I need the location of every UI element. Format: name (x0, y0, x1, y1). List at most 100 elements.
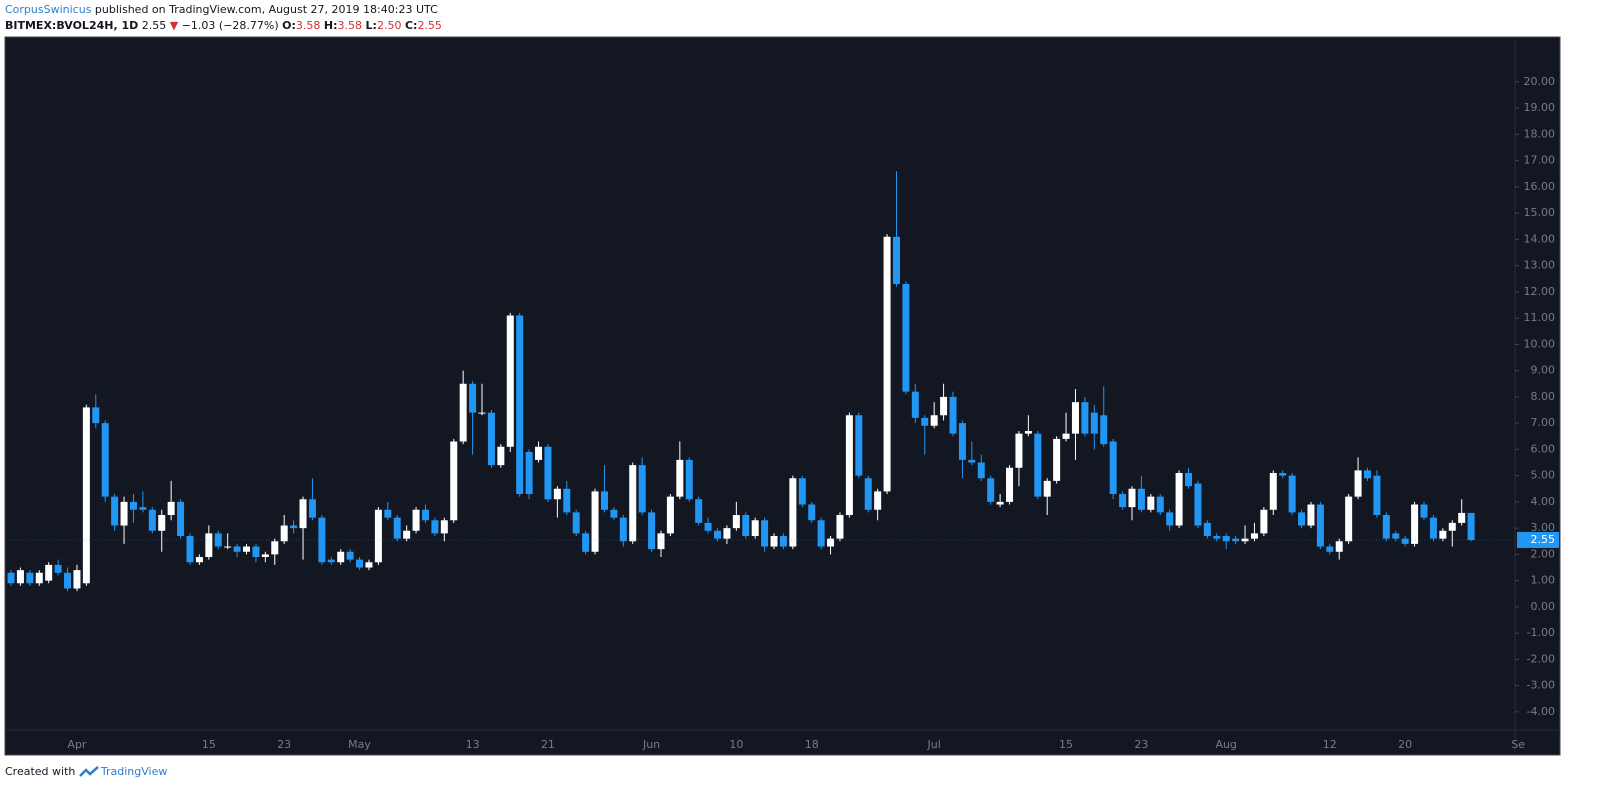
x-tick-label: Apr (67, 738, 87, 751)
candle-body (1363, 470, 1371, 479)
candle-body (1335, 541, 1343, 552)
last-price-box (1517, 531, 1559, 548)
candle-body (1448, 522, 1456, 531)
candle-body (629, 465, 637, 542)
symbol-line: BITMEX:BVOL24H, 1D 2.55 ▼ −1.03 (−28.77%… (5, 19, 442, 32)
y-tick-label: 9.00 (1531, 364, 1556, 377)
ohlc-key: L: (365, 19, 377, 32)
candle-body (129, 501, 137, 510)
footer-text: Created with (5, 765, 76, 778)
y-tick-label: 15.00 (1524, 206, 1556, 219)
chart-panel (4, 36, 1561, 756)
candle-body (1175, 473, 1183, 526)
candle-body (111, 496, 119, 526)
candle-body (421, 509, 429, 521)
candle-body (346, 551, 354, 560)
plot-area (7, 171, 1475, 592)
candle-body (73, 570, 81, 589)
candle-body (271, 541, 279, 555)
symbol: BITMEX:BVOL24H, 1D (5, 19, 139, 32)
candle-body (1156, 496, 1164, 513)
candle-body (35, 572, 43, 584)
x-tick-label: 15 (1059, 738, 1073, 751)
ohlc-value: 3.58 (337, 19, 363, 32)
candle-body (949, 396, 957, 434)
x-tick-label: 12 (1323, 738, 1337, 751)
candle-body (1232, 538, 1240, 542)
candle-body (977, 462, 985, 479)
candle-body (987, 478, 995, 502)
candle-body (469, 383, 477, 413)
candle-body (506, 315, 514, 447)
x-tick-label: May (348, 738, 371, 751)
candle-body (1090, 412, 1098, 434)
candle-body (365, 562, 373, 568)
y-tick-label: 1.00 (1531, 574, 1556, 587)
candle-body (337, 551, 345, 563)
candle-body (1345, 496, 1353, 542)
x-tick-label: 23 (1134, 738, 1148, 751)
candle-body (770, 536, 778, 547)
candle-body (280, 525, 288, 542)
x-tick-label: 21 (541, 738, 555, 751)
publisher[interactable]: CorpusSwinicus (5, 3, 92, 16)
y-tick-label: 14.00 (1524, 232, 1556, 245)
x-tick-label: Aug (1215, 738, 1236, 751)
candle-body (1034, 433, 1042, 497)
x-tick-label: 20 (1398, 738, 1412, 751)
candle-body (657, 533, 665, 550)
candle-body (1137, 488, 1145, 510)
candle-body (1316, 504, 1324, 547)
candle-body (666, 496, 674, 534)
candle-body (921, 417, 929, 426)
candle-body (685, 459, 693, 500)
y-tick-label: -2.00 (1527, 652, 1555, 665)
ohlc-value: 2.55 (417, 19, 442, 32)
candle-body (1081, 402, 1089, 434)
candle-body (1241, 538, 1249, 542)
candle-body (1119, 494, 1127, 508)
candle-body (1326, 546, 1334, 552)
candle-body (308, 499, 316, 518)
candle-body (1401, 538, 1409, 544)
footer-brand[interactable]: TradingView (100, 765, 168, 778)
candle-body (1147, 496, 1155, 510)
x-tick-label: Jun (642, 738, 660, 751)
candle-body (148, 509, 156, 531)
candle-body (779, 536, 787, 547)
y-tick-label: 5.00 (1531, 469, 1556, 482)
candle-body (233, 546, 241, 552)
ohlc-key: C: (404, 19, 418, 32)
ohlc-value: 3.58 (295, 19, 321, 32)
y-tick-label: 19.00 (1524, 101, 1556, 114)
ohlc: O:3.58 H:3.58 L:2.50 C:2.55 (282, 19, 442, 32)
candle-body (139, 507, 147, 510)
candle-body (883, 236, 891, 492)
candle-body (478, 412, 486, 414)
y-tick-label: 16.00 (1524, 180, 1556, 193)
candle-body (440, 520, 448, 534)
candle-body (54, 564, 62, 573)
candle-body (487, 412, 495, 466)
candle-body (619, 517, 627, 542)
candle-body (1128, 488, 1136, 508)
candle-body (808, 504, 816, 521)
candle-body (968, 459, 976, 463)
y-tick-label: 18.00 (1524, 127, 1556, 140)
change-arrow: ▼ (169, 19, 179, 32)
candle-body (186, 536, 194, 563)
candle-body (1429, 517, 1437, 539)
x-tick-label: 13 (466, 738, 480, 751)
candle-body (563, 488, 571, 513)
candle-body (958, 423, 966, 460)
candle-body (327, 559, 335, 563)
brand-logo (78, 766, 99, 777)
candle-body (996, 501, 1004, 505)
y-tick-label: 4.00 (1531, 495, 1556, 508)
candle-body (7, 572, 15, 584)
candle-body (582, 533, 590, 552)
candle-body (1166, 512, 1174, 526)
candle-body (1420, 504, 1428, 518)
candle-body (1015, 433, 1023, 468)
